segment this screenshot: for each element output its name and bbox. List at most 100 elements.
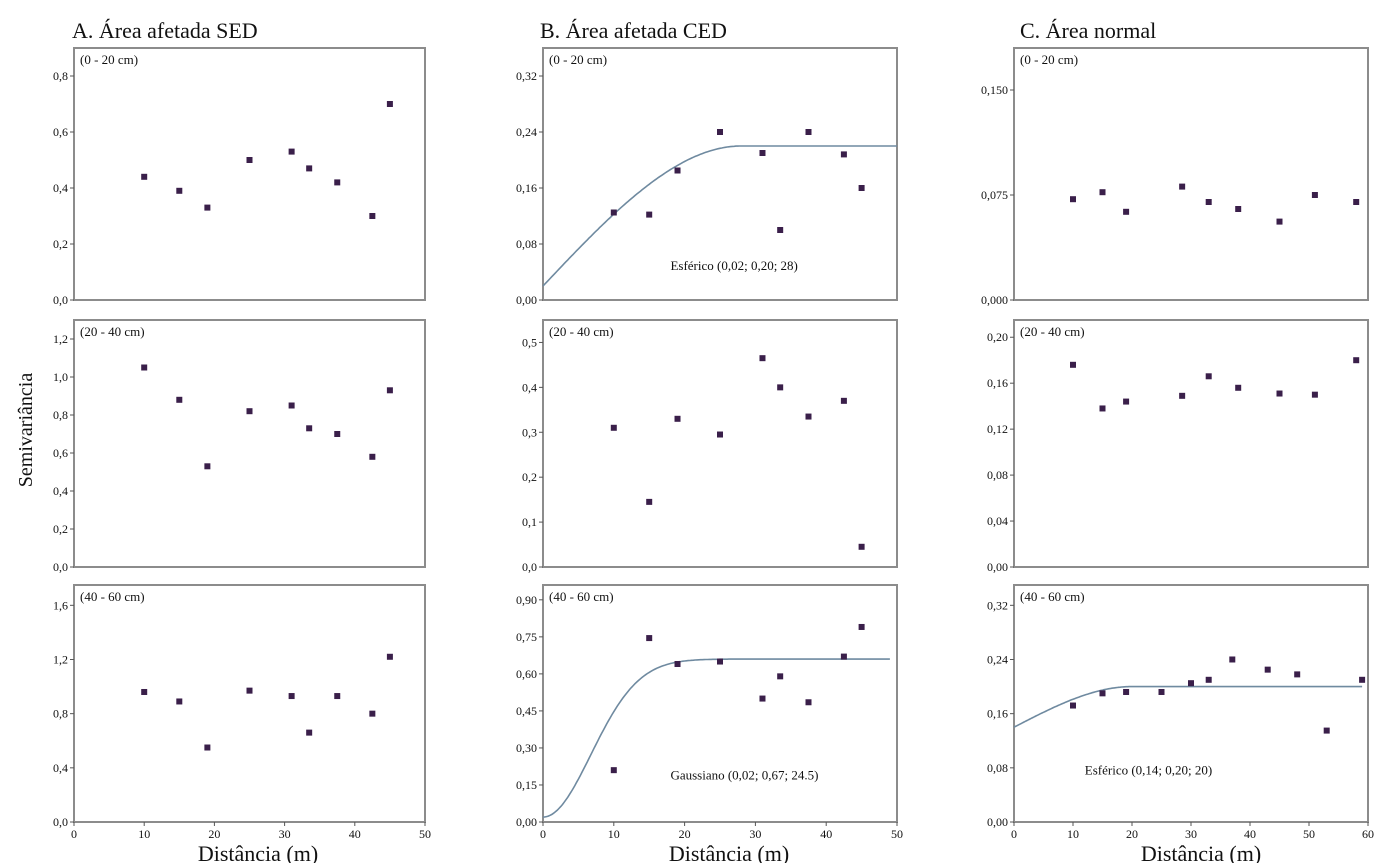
data-point bbox=[306, 425, 313, 432]
column-title-b: B. Área afetada CED bbox=[540, 18, 727, 43]
data-point bbox=[1123, 688, 1130, 695]
y-tick-label: 0,30 bbox=[516, 741, 537, 755]
y-tick-label: 0,16 bbox=[516, 181, 537, 195]
y-tick-label: 1,2 bbox=[53, 332, 68, 346]
x-tick-label: 10 bbox=[138, 827, 150, 841]
plot-frame bbox=[542, 584, 898, 823]
data-point bbox=[1229, 656, 1236, 663]
y-tick-label: 0,16 bbox=[987, 376, 1008, 390]
data-point bbox=[369, 710, 376, 717]
data-point bbox=[646, 211, 653, 218]
x-tick-label: 0 bbox=[1011, 827, 1017, 841]
data-point bbox=[717, 129, 723, 135]
y-tick-label: 0,75 bbox=[516, 630, 537, 644]
data-point bbox=[759, 355, 766, 362]
data-point bbox=[1276, 390, 1283, 397]
data-point bbox=[288, 148, 295, 155]
panel-a1: 0,0 0,2 0,4 0,6 0,8 (0 - 20 cm) bbox=[53, 47, 426, 307]
data-point bbox=[858, 185, 865, 191]
plot-frame bbox=[1013, 319, 1369, 568]
x-tick-label: 20 bbox=[679, 827, 691, 841]
data-point bbox=[858, 623, 865, 630]
data-point bbox=[805, 699, 812, 706]
data-point bbox=[1264, 666, 1271, 673]
data-point bbox=[306, 165, 313, 172]
x-tick-label: 50 bbox=[891, 827, 903, 841]
x-tick-label: 30 bbox=[749, 827, 761, 841]
y-tick-label: 0,1 bbox=[522, 515, 537, 529]
data-point bbox=[840, 653, 847, 660]
data-point bbox=[369, 213, 376, 219]
data-point bbox=[840, 397, 847, 404]
data-point bbox=[1311, 192, 1318, 198]
data-point bbox=[840, 151, 847, 158]
y-tick-label: 0,00 bbox=[987, 560, 1008, 574]
data-point bbox=[1205, 373, 1212, 380]
data-point bbox=[141, 688, 148, 695]
y-tick-label: 0,00 bbox=[516, 815, 537, 829]
depth-label: (40 - 60 cm) bbox=[80, 589, 145, 604]
data-point bbox=[1070, 196, 1076, 203]
y-tick-label: 0,08 bbox=[987, 468, 1008, 482]
y-tick-label: 0,00 bbox=[516, 293, 537, 307]
data-point bbox=[369, 453, 376, 460]
data-point bbox=[1123, 398, 1130, 405]
panel-b3: 0,00 0,15 0,30 0,45 0,60 0,75 0,90 0 10 20 30 40 50 (… bbox=[516, 584, 903, 841]
y-tick-label: 0,8 bbox=[53, 408, 68, 422]
x-axis-label-b: Distância (m) bbox=[669, 841, 789, 863]
data-point bbox=[386, 101, 393, 107]
plot-frame bbox=[73, 584, 426, 823]
data-point bbox=[610, 424, 617, 431]
data-point bbox=[1123, 208, 1130, 215]
data-point bbox=[1353, 357, 1360, 364]
data-point bbox=[1158, 688, 1165, 695]
data-point bbox=[1294, 671, 1301, 678]
data-point bbox=[1359, 676, 1366, 683]
y-tick-label: 0,90 bbox=[516, 593, 537, 607]
plot-frame bbox=[1013, 47, 1369, 301]
x-tick-label: 10 bbox=[1067, 827, 1079, 841]
data-point bbox=[246, 408, 253, 415]
y-tick-label: 0,8 bbox=[53, 69, 68, 83]
plot-frame bbox=[542, 319, 898, 568]
x-tick-label: 0 bbox=[71, 827, 77, 841]
fitted-model-curve bbox=[1013, 685, 1363, 728]
data-point bbox=[141, 173, 148, 180]
data-point bbox=[1353, 199, 1360, 205]
panel-b1: 0,00 0,08 0,16 0,24 0,32 (0 - 20 cm) Esférico … bbox=[516, 47, 898, 307]
data-point bbox=[858, 543, 865, 550]
x-tick-label: 40 bbox=[820, 827, 832, 841]
y-tick-label: 0,04 bbox=[987, 514, 1008, 528]
data-point bbox=[1070, 361, 1076, 368]
y-tick-label: 0,45 bbox=[516, 704, 537, 718]
data-point bbox=[176, 187, 183, 194]
panels: 0,00,20,40,60,8(0 - 20 cm)0,000,080,160,… bbox=[53, 47, 1374, 841]
data-point bbox=[610, 209, 617, 216]
y-tick-label: 0,4 bbox=[522, 380, 537, 394]
data-point bbox=[1311, 391, 1318, 398]
data-point bbox=[176, 698, 183, 705]
data-point bbox=[141, 364, 148, 371]
x-tick-label: 20 bbox=[208, 827, 220, 841]
data-point bbox=[246, 157, 253, 163]
y-tick-label: 0,0 bbox=[53, 560, 68, 574]
y-tick-label: 0,12 bbox=[987, 422, 1008, 436]
plot-frame bbox=[73, 319, 426, 568]
y-tick-label: 0,6 bbox=[53, 446, 68, 460]
data-point bbox=[306, 729, 313, 736]
y-tick-label: 0,4 bbox=[53, 181, 68, 195]
y-tick-label: 0,24 bbox=[987, 652, 1008, 666]
panel-b2: 0,0 0,1 0,2 0,3 0,4 0,5 (20 - 40 cm) bbox=[522, 319, 898, 574]
x-tick-label: 50 bbox=[419, 827, 431, 841]
x-tick-label: 0 bbox=[540, 827, 546, 841]
y-tick-label: 0,2 bbox=[522, 470, 537, 484]
data-point bbox=[1235, 206, 1242, 212]
depth-label: (40 - 60 cm) bbox=[549, 589, 614, 604]
x-axis-label-a: Distância (m) bbox=[198, 841, 318, 863]
depth-label: (20 - 40 cm) bbox=[549, 324, 614, 339]
y-tick-label: 0,24 bbox=[516, 125, 537, 139]
data-point bbox=[646, 498, 653, 505]
y-tick-label: 0,5 bbox=[522, 335, 537, 349]
data-point bbox=[805, 413, 812, 420]
data-point bbox=[288, 402, 295, 409]
